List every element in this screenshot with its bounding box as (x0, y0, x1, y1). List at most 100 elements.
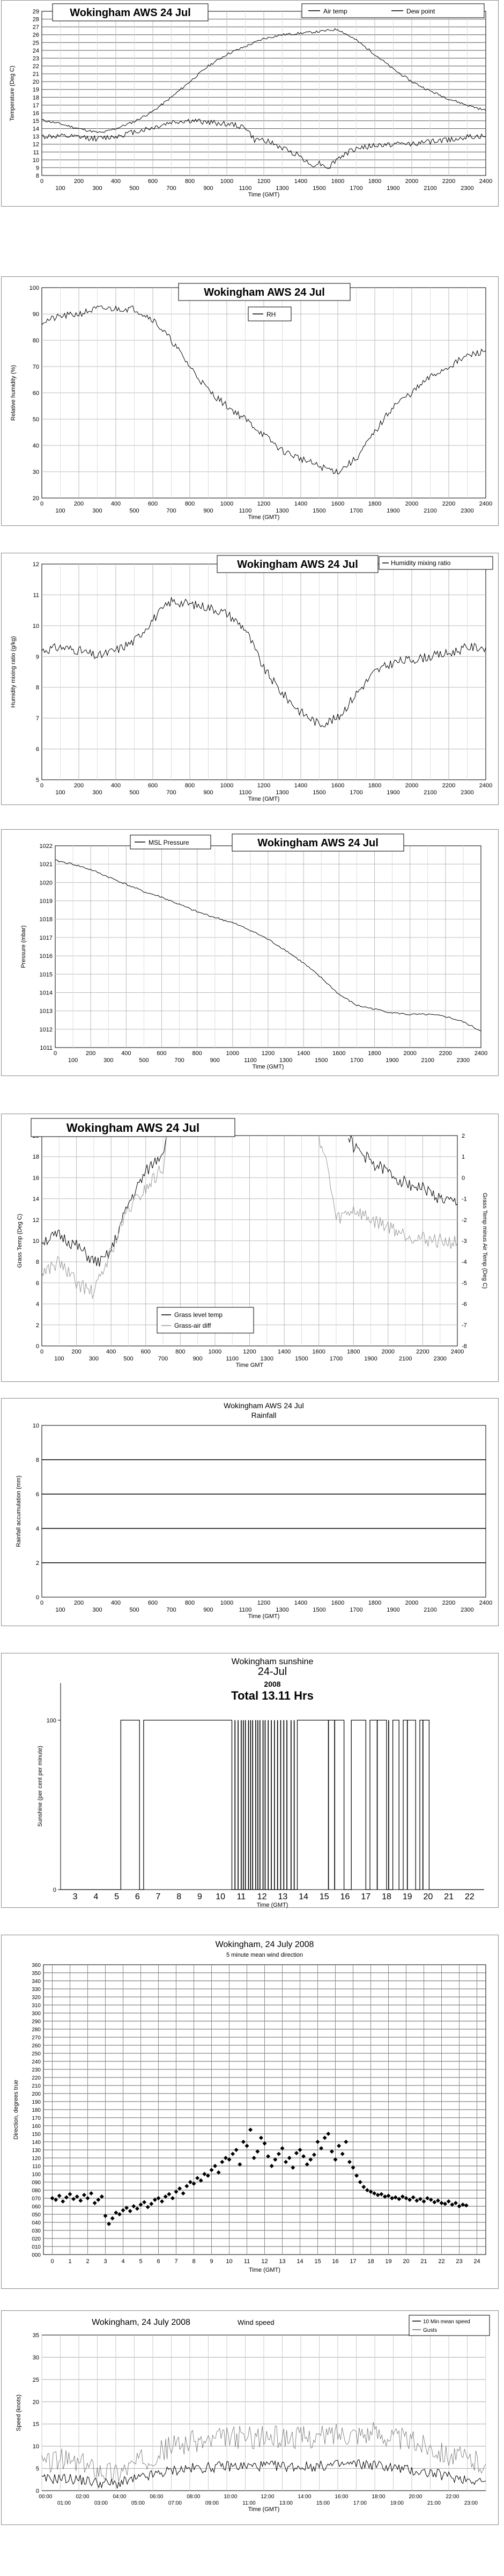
x-axis-label: Time (GMT) (248, 796, 280, 802)
wind-direction-point (418, 2197, 423, 2201)
x-tick-label: 2400 (479, 782, 492, 789)
x-tick-label: 1800 (368, 178, 381, 185)
legend-label: Dew point (406, 8, 435, 15)
x-tick-label: 100 (68, 1057, 78, 1064)
y-tick-label: 29 (33, 9, 39, 15)
wind-direction-point (128, 2209, 132, 2213)
wind-direction-point (202, 2172, 207, 2176)
y-tick-label: 35 (33, 2332, 39, 2339)
series-line-air-temp (41, 28, 486, 134)
y-tick-label: 020 (32, 2236, 41, 2242)
x-tick-label: 800 (185, 782, 195, 789)
x-tick-label: 1900 (387, 508, 399, 514)
x-tick-label: 400 (106, 1349, 116, 1355)
wind-direction-point (152, 2198, 157, 2202)
x-tick-label: 500 (129, 789, 139, 796)
x-tick-label: 1900 (387, 185, 399, 192)
y-tick-label: 13 (33, 134, 39, 140)
temperature-chart-panel: 8 9 10 11 12 13 14 15 16 17 18 19 20 21 22 23 24 25 26 27 28… (1, 0, 499, 207)
wind-direction-point (99, 2194, 104, 2199)
wind-direction-point (315, 2140, 320, 2144)
y-tick-label: 5 (36, 777, 39, 784)
y-tick-label: 1016 (40, 953, 53, 960)
y-tick-label: 100 (32, 2172, 41, 2178)
series-line-grass-air-diff (42, 1136, 167, 1299)
x-tick-label: 1100 (239, 508, 252, 514)
x-axis-label: Time (GMT) (248, 192, 280, 198)
x-tick-label: 1200 (262, 1050, 275, 1057)
wind-direction-point (121, 2208, 125, 2213)
y-tick-label: 10 (33, 2443, 39, 2450)
y-tick-label: 090 (32, 2180, 41, 2186)
x-tick-label: 1800 (368, 1600, 381, 1606)
wind-direction-point (124, 2206, 129, 2210)
legend-label: MSL Pressure (149, 839, 189, 846)
legend-box (409, 2315, 490, 2336)
x-tick-label: 2300 (461, 789, 473, 796)
x-tick-label: 5 (139, 2258, 142, 2265)
x-tick-label: 700 (166, 789, 176, 796)
wind-direction-point (131, 2204, 136, 2208)
series-line-grass-temp (348, 1136, 457, 1206)
legend-label: Grass-air diff (174, 1322, 211, 1329)
y-axis-label: Grass Temp (Deg C) (17, 1214, 23, 1268)
x-tick-label: 1300 (276, 789, 288, 796)
x-axis-label: Time (GMT) (248, 514, 280, 521)
wind-direction-point (89, 2191, 94, 2196)
wind-direction-point (85, 2196, 90, 2200)
wind-direction-point (386, 2193, 391, 2198)
x-tick-label: 18 (367, 2258, 374, 2265)
x-tick-label: 1000 (220, 178, 233, 185)
x-tick-label: 2200 (442, 782, 455, 789)
y2-tick-label: 0 (462, 1175, 465, 1181)
x-tick-label: 1100 (239, 1607, 252, 1613)
wind-direction-point (234, 2148, 239, 2152)
y-tick-label: 10 (33, 157, 39, 164)
x-tick-label: 3 (103, 2258, 107, 2265)
wind-direction-point (114, 2211, 118, 2215)
wind-direction-point (298, 2148, 302, 2152)
x-axis-label: Time (GMT) (257, 1902, 288, 1908)
wind-direction-point (284, 2160, 288, 2164)
x-tick-label: 2300 (461, 508, 473, 514)
wind-speed-chart-panel: 0 5 10 15 20 25 30 35 Speed (knots) 00:00 02:00 04:… (1, 2310, 499, 2525)
x-tick-label: 1000 (220, 782, 233, 789)
x-tick-label: 1300 (276, 1607, 288, 1613)
chart-subtitle: Wind speed (238, 2318, 275, 2326)
wind-direction-point (305, 2162, 309, 2167)
chart-subtitle: Rainfall (251, 1411, 277, 1419)
chart-title-box (232, 833, 404, 852)
x-tick-label: 200 (71, 1349, 81, 1355)
y-tick-label: 340 (32, 1979, 41, 1985)
wind-direction-point (457, 2204, 462, 2208)
x-tick-label: 19 (385, 2258, 391, 2265)
y2-tick-label: 2 (462, 1133, 465, 1139)
mixing-ratio-chart-panel: 5 6 7 8 9 10 11 12 Humidity mixing ratio (g/kg) 0… (1, 553, 499, 805)
y-tick-label: 180 (32, 2107, 41, 2113)
series-line-dew-point (41, 118, 486, 169)
x-tick-label: 600 (141, 1349, 151, 1355)
x-tick-label: 1800 (368, 1050, 381, 1057)
x-tick-label: 0 (40, 782, 43, 789)
x-tick-label: 8 (176, 1892, 181, 1901)
y-tick-label: 16 (33, 110, 39, 116)
y-tick-label: 1020 (40, 880, 53, 886)
x-tick-label: 2300 (461, 185, 473, 192)
y-tick-label: 1014 (40, 990, 53, 996)
wind-direction-point (382, 2194, 387, 2199)
x-tick-label: 900 (203, 185, 213, 192)
wind-direction-point (404, 2196, 409, 2200)
chart-total: Total 13.11 Hrs (231, 1689, 314, 1702)
y-tick-label: 60 (33, 390, 39, 397)
x-tick-label: 100 (55, 1607, 65, 1613)
wind-direction-point (107, 2222, 112, 2226)
x-tick-label: 400 (111, 501, 121, 507)
x-tick-label: 16:00 (335, 2494, 348, 2500)
y-tick-label: 260 (32, 2043, 41, 2049)
x-tick-label: 300 (92, 789, 102, 796)
x-tick-label: 4 (93, 1892, 98, 1901)
x-tick-label: 2000 (403, 1050, 416, 1057)
x-tick-label: 20 (424, 1892, 433, 1901)
x-tick-label: 05:00 (131, 2500, 145, 2506)
y2-axis-label: Grass Temp minus Air Temp (Deg C) (481, 1193, 488, 1289)
